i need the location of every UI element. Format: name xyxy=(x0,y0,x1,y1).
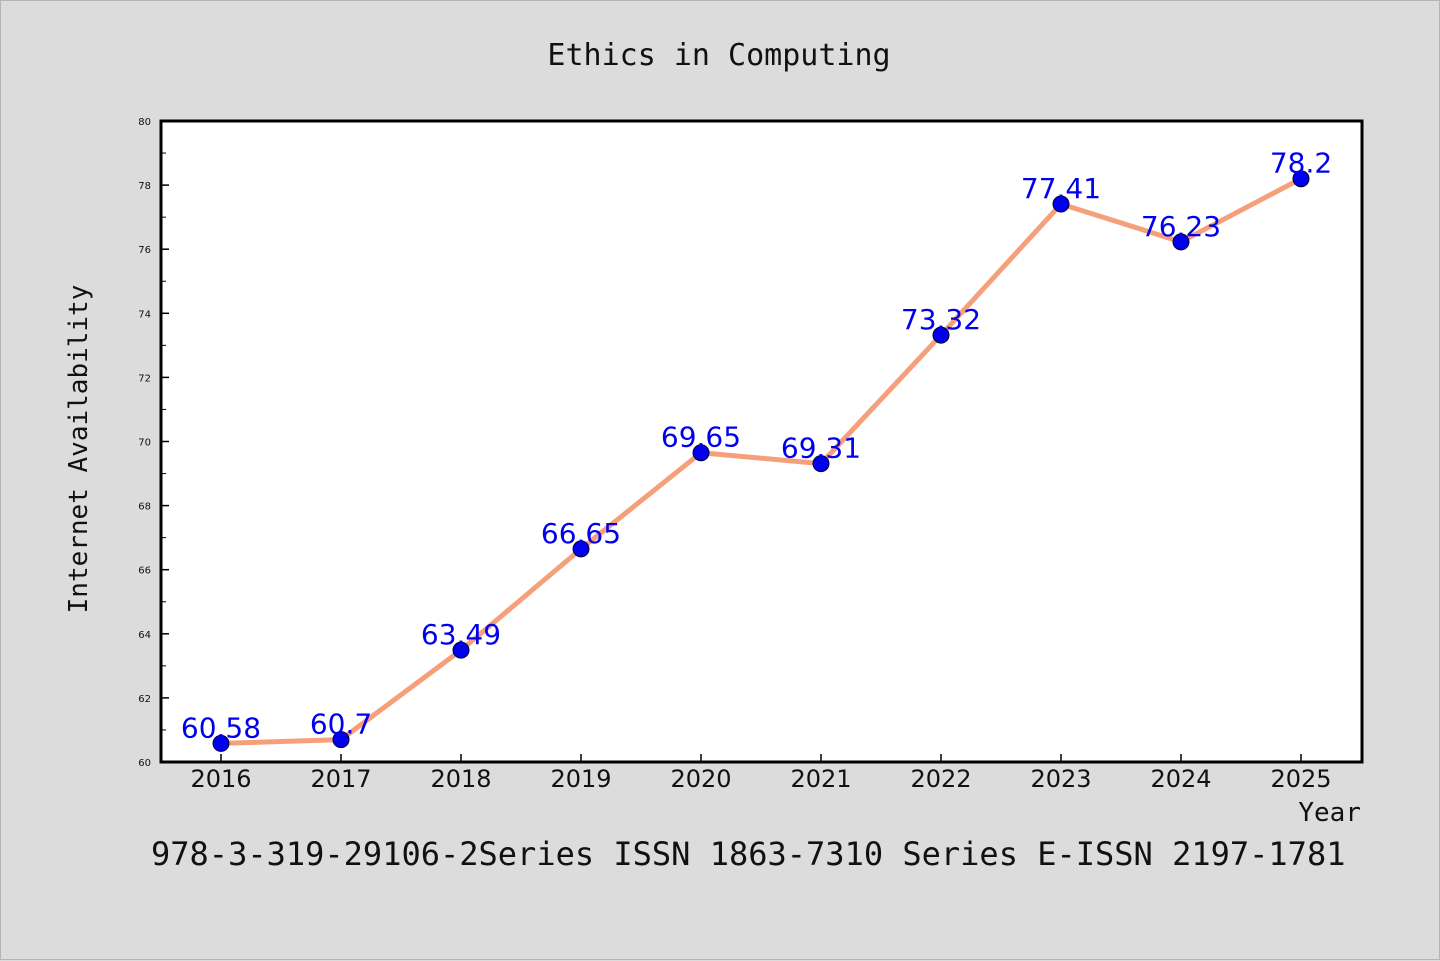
data-point xyxy=(1052,195,1070,213)
data-label: 73.32 xyxy=(901,303,981,336)
y-tick-label: 64 xyxy=(138,630,151,641)
y-tick-label: 74 xyxy=(138,309,151,320)
y-tick-label: 60 xyxy=(138,758,151,769)
series-line xyxy=(220,176,1303,746)
series-group: 60.58 60.7 63.49 66.65 69.65 69.31 73.32 77.41 7… xyxy=(181,147,1332,752)
data-label: 63.49 xyxy=(421,618,501,651)
data-point xyxy=(932,326,950,344)
data-point xyxy=(332,731,350,749)
data-point xyxy=(692,444,710,462)
data-label: 60.7 xyxy=(310,708,372,741)
data-point xyxy=(212,734,230,752)
y-axis: 60 62 64 66 68 70 72 74 76 78 80 xyxy=(138,117,169,769)
data-label: 66.65 xyxy=(541,517,621,550)
data-point xyxy=(1172,233,1190,251)
data-label: 69.31 xyxy=(781,432,861,465)
x-tick-label: 2018 xyxy=(430,765,491,793)
x-axis: 2016 2017 2018 2019 2020 2021 2022 2023 2024 2025 xyxy=(190,754,1332,793)
x-tick-label: 2021 xyxy=(790,765,851,793)
x-tick-label: 2025 xyxy=(1270,765,1331,793)
plot-area xyxy=(159,119,1364,764)
data-label: 76.23 xyxy=(1141,210,1221,243)
y-axis-label: Internet Availability xyxy=(64,285,94,614)
data-point xyxy=(452,641,470,659)
y-tick-label: 68 xyxy=(138,502,151,513)
x-tick-label: 2016 xyxy=(190,765,251,793)
data-point xyxy=(572,540,590,558)
footer-text: 978-3-319-29106-2Series ISSN 1863-7310 S… xyxy=(151,835,1345,873)
y-tick-label: 80 xyxy=(138,117,151,128)
y-tick-label: 70 xyxy=(138,438,151,449)
y-tick-label: 76 xyxy=(138,245,151,256)
x-tick-label: 2017 xyxy=(310,765,371,793)
y-tick-label: 66 xyxy=(138,566,151,577)
y-tick-label: 62 xyxy=(138,694,151,705)
x-axis-label: Year xyxy=(1298,798,1361,828)
x-tick-label: 2020 xyxy=(670,765,731,793)
data-label: 77.41 xyxy=(1021,172,1101,205)
data-label: 60.58 xyxy=(181,711,261,744)
x-tick-label: 2024 xyxy=(1150,765,1211,793)
x-tick-label: 2023 xyxy=(1030,765,1091,793)
data-label: 69.65 xyxy=(661,421,741,454)
y-tick-label: 78 xyxy=(138,181,151,192)
x-tick-label: 2019 xyxy=(550,765,611,793)
data-point xyxy=(1292,170,1310,188)
x-tick-label: 2022 xyxy=(910,765,971,793)
data-label: 78.2 xyxy=(1270,147,1332,180)
y-tick-label: 72 xyxy=(138,373,151,384)
data-point xyxy=(812,455,830,473)
chart-title: Ethics in Computing xyxy=(547,38,890,73)
